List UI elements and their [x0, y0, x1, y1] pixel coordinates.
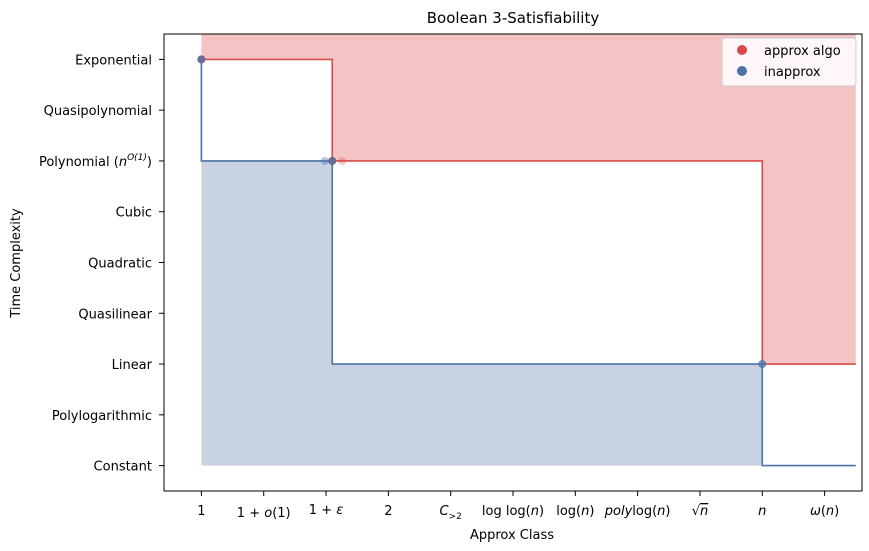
x-axis: 1 1 + o(1) 1 + ε 2 C>2 log log(n) log(n) polylo…	[197, 491, 839, 522]
legend-marker-inapprox	[737, 66, 747, 76]
y-tick-label: Exponential	[75, 53, 152, 68]
x-tick-label: 1 + o(1)	[237, 506, 291, 521]
legend-frame	[721, 37, 857, 87]
series-line-approx-algo	[201, 58, 856, 365]
x-tick-label: C>2	[439, 504, 461, 522]
y-tick-label: Quasilinear	[78, 307, 152, 322]
point-inapprox	[197, 55, 206, 64]
y-tick-label: Quasipolynomial	[44, 104, 152, 119]
faded-point	[338, 156, 347, 165]
y-tick-label: Polynomial (nO(1))	[39, 153, 152, 170]
chart-title: Boolean 3-Satisfiability	[427, 9, 600, 27]
legend-marker-approx-algo	[737, 45, 747, 55]
x-tick-label: log(n)	[556, 504, 594, 519]
y-tick-label: Polylogarithmic	[52, 409, 152, 424]
x-axis-label: Approx Class	[470, 528, 554, 543]
y-tick-label: Linear	[112, 358, 153, 373]
x-tick-label: polylog(n)	[604, 504, 671, 519]
y-tick-label: Quadratic	[88, 257, 152, 272]
series-line-inapprox	[200, 59, 856, 467]
series-fill-approx-algo	[201, 34, 856, 365]
x-tick-label: √n	[692, 504, 709, 519]
legend-label-approx-algo: approx algo	[764, 44, 841, 59]
series-points	[197, 55, 767, 369]
y-tick-label: Constant	[94, 460, 152, 475]
faded-point	[320, 156, 329, 165]
series-step-lines	[200, 58, 856, 467]
y-axis: Constant Polylogarithmic Linear Quasilinear…	[39, 53, 164, 475]
x-tick-label: n	[758, 504, 766, 519]
x-tick-label: 2	[384, 504, 392, 519]
x-tick-label: log log(n)	[482, 504, 544, 519]
point-inapprox	[758, 360, 767, 369]
x-tick-label: ω(n)	[810, 504, 839, 519]
point-inapprox	[328, 156, 337, 165]
x-tick-label: 1 + ε	[309, 503, 343, 518]
legend: approx algo inapprox	[721, 37, 857, 87]
x-tick-label: 1	[197, 504, 205, 519]
y-axis-label: Time Complexity	[9, 208, 24, 319]
y-tick-label: Cubic	[116, 206, 152, 221]
legend-label-inapprox: inapprox	[764, 65, 821, 80]
